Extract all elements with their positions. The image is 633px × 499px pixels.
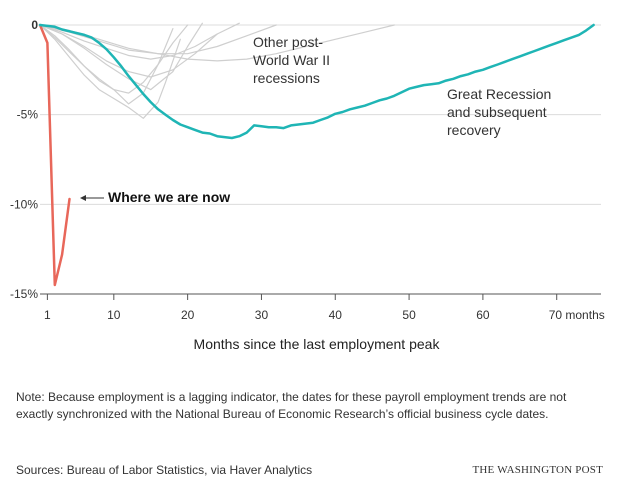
annotation-great-recession-line-1: Great Recession (447, 86, 551, 102)
series-line-other-6 (39, 24, 395, 62)
series-line-other-7 (39, 24, 174, 105)
grid-layer: 0 -5% -10% -15% (10, 18, 601, 301)
main-series-layer (38, 23, 595, 287)
series-line-great_recession (38, 23, 595, 140)
other-recessions-layer (39, 22, 395, 119)
x-tick-label-4: 40 (329, 308, 343, 322)
annotation-other-line-2: World War II (253, 52, 330, 68)
y-tick-label-0: 0 (31, 18, 38, 32)
series-line-other-1 (39, 24, 218, 78)
series-line-other-8 (39, 22, 240, 60)
x-tick-label-0: 1 (44, 308, 51, 322)
y-tick-label-3: -15% (10, 287, 38, 301)
y-tick-label-2: -10% (10, 197, 38, 211)
annotation-other-line-3: recessions (253, 70, 320, 86)
chart-note: Note: Because employment is a lagging in… (16, 390, 567, 421)
publisher-credit: THE WASHINGTON POST (472, 464, 603, 476)
x-tick-label-5: 50 (402, 308, 416, 322)
y-tick-label-1: -5% (17, 108, 39, 122)
x-tick-label-6: 60 (476, 308, 490, 322)
chart-svg: 0 -5% -10% -15% 1 10 20 30 40 50 60 70 months Othe… (10, 18, 605, 322)
annotation-other-line-1: Other post- (253, 34, 323, 50)
x-tick-label-1: 10 (107, 308, 121, 322)
chart-sources: Sources: Bureau of Labor Statistics, via… (16, 463, 313, 477)
annotation-great-recession-line-2: and subsequent (447, 104, 547, 120)
annotations-layer: Other post- World War II recessions Grea… (80, 34, 551, 205)
x-tick-label-2: 20 (181, 308, 195, 322)
x-tick-label-3: 30 (255, 308, 269, 322)
x-axis-label: Months since the last employment peak (193, 336, 440, 352)
series-line-other-5 (39, 24, 277, 55)
series-line-other-4 (39, 22, 203, 91)
x-axis: 1 10 20 30 40 50 60 70 months (40, 293, 605, 322)
x-tick-label-7: 70 months (549, 308, 605, 322)
annotation-great-recession-line-3: recovery (447, 122, 501, 138)
annotation-current-arrowhead (80, 195, 86, 201)
series-line-current (38, 23, 71, 287)
annotation-current: Where we are now (108, 189, 230, 205)
series-line-other-3 (39, 24, 181, 119)
